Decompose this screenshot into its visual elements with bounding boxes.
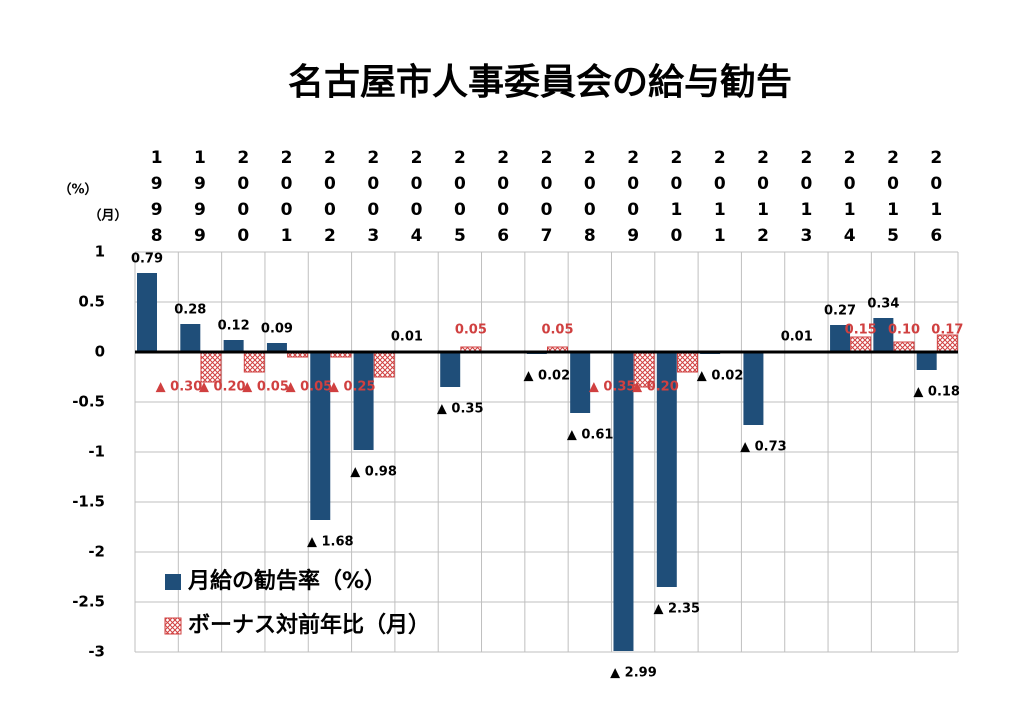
bar [137, 273, 157, 352]
bar [656, 352, 677, 587]
legend-label: ボーナス対前年比（月） [188, 612, 430, 638]
data-label: 0.05 [455, 323, 487, 338]
data-label: ▲ 0.05 [242, 380, 289, 395]
x-tick-label: 2011 [710, 148, 730, 252]
data-label: 0.79 [131, 252, 163, 267]
data-label: ▲ 1.68 [307, 535, 354, 550]
x-tick-label: 2012 [753, 148, 773, 252]
bar [440, 352, 461, 387]
bar [266, 343, 287, 352]
x-tick-label: 2015 [883, 148, 903, 252]
bar [200, 351, 222, 383]
x-tick-label: 2007 [537, 148, 557, 252]
legend-swatch [164, 617, 182, 635]
y-tick-label: 0 [95, 343, 105, 361]
data-label: ▲ 0.35 [589, 380, 636, 395]
data-label: ▲ 0.30 [156, 380, 203, 395]
x-tick-label: 2016 [926, 148, 946, 252]
bar [613, 352, 634, 651]
x-tick-label: 2008 [580, 148, 600, 252]
x-tick-label: 1998 [147, 148, 167, 252]
data-label: ▲ 0.20 [199, 380, 246, 395]
x-tick-label: 1999 [190, 148, 210, 252]
bar [830, 325, 851, 352]
x-tick-label: 2006 [493, 148, 513, 252]
x-tick-label: 2001 [277, 148, 297, 252]
bar [373, 351, 395, 378]
y-tick-label: 0.5 [78, 293, 105, 311]
data-label: 0.01 [391, 330, 423, 345]
data-label: 0.28 [174, 303, 206, 318]
x-tick-label: 2010 [666, 148, 686, 252]
y-tick-label: -3 [88, 643, 105, 661]
legend-swatch [165, 574, 181, 590]
bar [743, 352, 764, 425]
data-label: ▲ 0.18 [913, 385, 960, 400]
y-unit-label: （%） [58, 182, 97, 198]
chart-title: 名古屋市人事委員会の給与勧告 [288, 62, 792, 103]
data-label: 0.05 [541, 323, 573, 338]
x-tick-label: 2009 [623, 148, 643, 252]
y-unit-label: （月） [88, 208, 127, 224]
data-label: 0.10 [888, 323, 920, 338]
data-label: 0.34 [867, 297, 899, 312]
data-label: ▲ 0.02 [524, 369, 571, 384]
bar [223, 340, 244, 352]
data-label: ▲ 0.25 [329, 380, 376, 395]
bar [353, 352, 374, 450]
bar [850, 336, 872, 353]
x-tick-label: 2003 [363, 148, 383, 252]
data-label: ▲ 0.61 [567, 428, 614, 443]
data-label: ▲ 0.35 [437, 402, 484, 417]
data-label: 0.17 [931, 323, 963, 338]
y-tick-label: -2.5 [72, 593, 105, 611]
bar [570, 352, 591, 413]
y-tick-label: 1 [95, 243, 105, 261]
data-label: 0.09 [261, 322, 293, 337]
data-label: ▲ 0.05 [286, 380, 333, 395]
data-label: ▲ 2.35 [653, 602, 700, 617]
legend-label: 月給の勧告率（%） [187, 568, 386, 594]
x-tick-label: 2013 [796, 148, 816, 252]
x-tick-label: 2014 [840, 148, 860, 252]
y-tick-label: -0.5 [72, 393, 105, 411]
data-label: 0.15 [845, 323, 877, 338]
bar [243, 351, 265, 373]
y-tick-label: -1.5 [72, 493, 105, 511]
bar [676, 351, 698, 373]
bar [310, 352, 331, 520]
data-label: ▲ 0.20 [632, 380, 679, 395]
x-tick-label: 2002 [320, 148, 340, 252]
x-tick-label: 2000 [233, 148, 253, 252]
data-label: 0.12 [218, 319, 250, 334]
data-label: 0.01 [781, 330, 813, 345]
bar [916, 352, 937, 370]
x-tick-label: 2005 [450, 148, 470, 252]
bar [873, 318, 894, 352]
bar [936, 334, 958, 353]
data-label: 0.27 [824, 304, 856, 319]
data-label: ▲ 2.99 [610, 666, 657, 681]
data-label: ▲ 0.02 [697, 369, 744, 384]
data-label: ▲ 0.98 [350, 465, 397, 480]
x-tick-label: 2004 [407, 148, 427, 252]
bar [180, 324, 201, 352]
y-tick-label: -2 [88, 543, 105, 561]
data-label: ▲ 0.73 [740, 440, 787, 455]
y-tick-label: -1 [88, 443, 105, 461]
